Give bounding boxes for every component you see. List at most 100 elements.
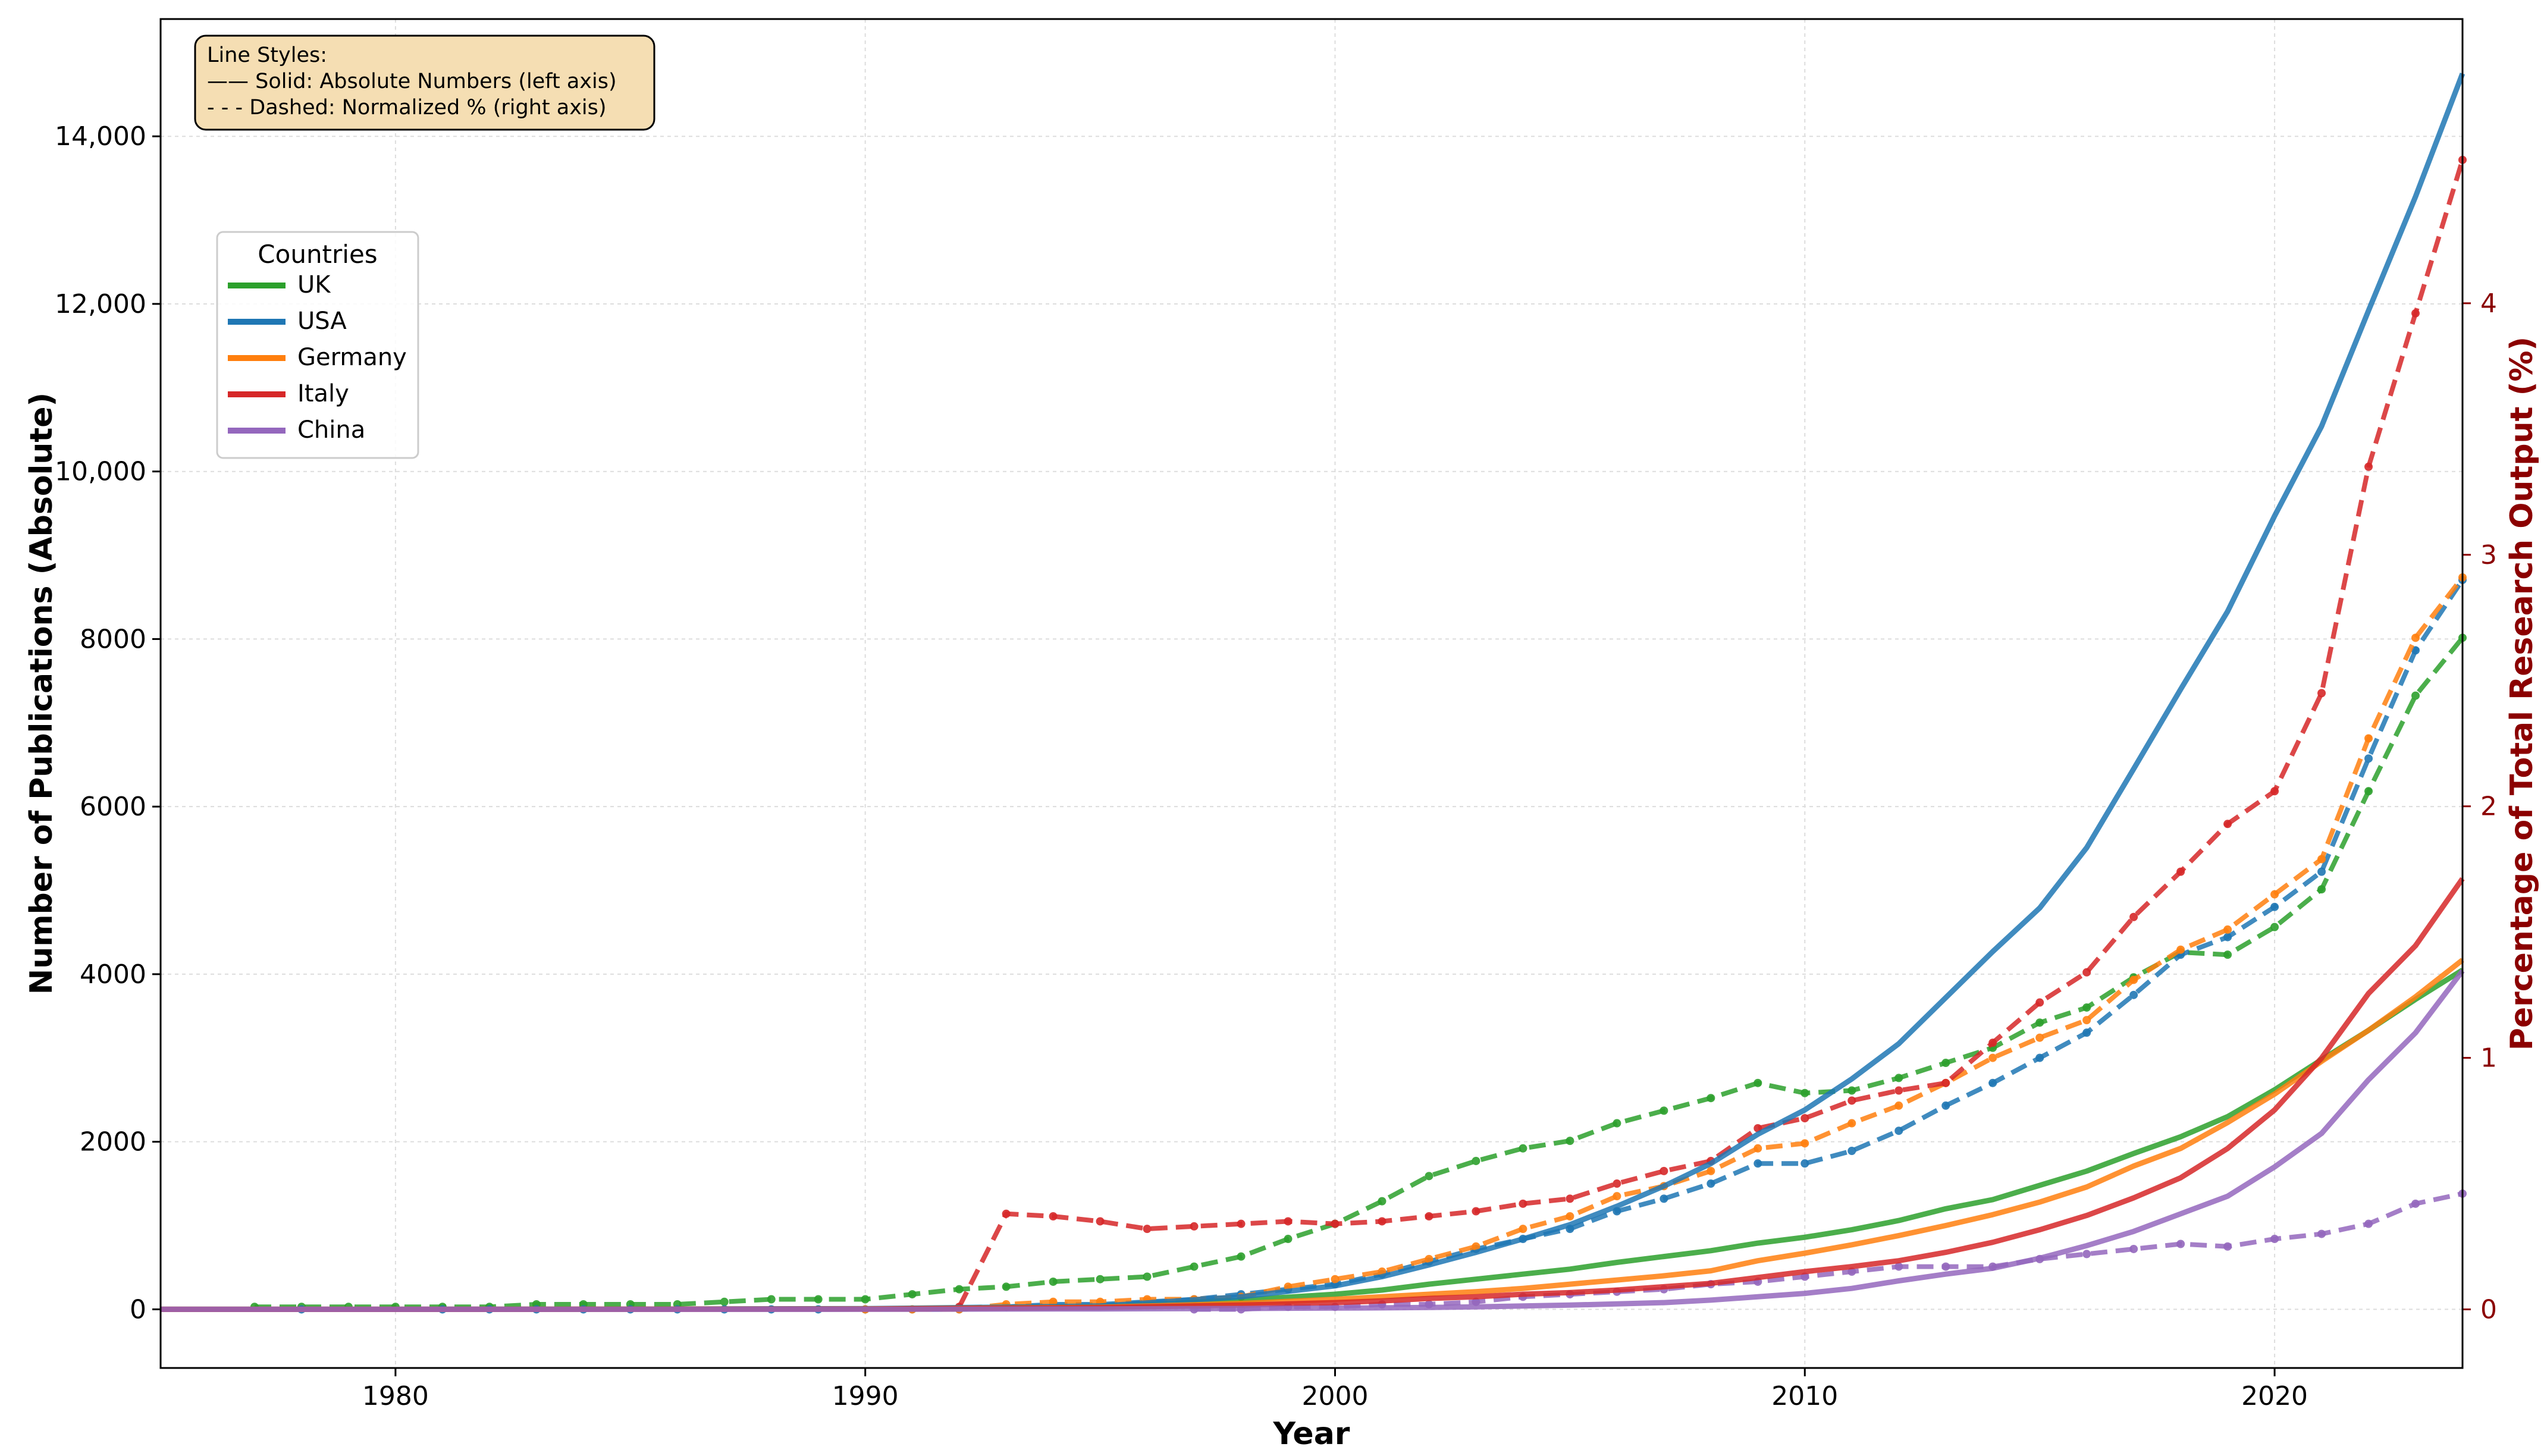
series-uk-percent-point: [2270, 922, 2279, 931]
grid-layer: [161, 19, 2463, 1368]
series-uk-percent-point: [1660, 1106, 1668, 1115]
series-uk-percent-point: [1049, 1277, 1058, 1286]
series-china-percent-point: [2411, 1199, 2420, 1208]
line-styles-note-dashed: - - - Dashed: Normalized % (right axis): [207, 96, 607, 120]
series-italy-percent-point: [1613, 1179, 1621, 1188]
series-germany-percent-point: [1847, 1119, 1856, 1128]
series-italy-percent-line: [957, 159, 2465, 1308]
series-italy-percent-point: [1378, 1217, 1387, 1226]
series-uk-percent-point: [720, 1297, 729, 1306]
series-usa-percent-point: [2035, 1053, 2044, 1062]
y-right-tick-label: 2: [2480, 792, 2497, 822]
legend-label-italy: Italy: [297, 380, 349, 407]
series-china-percent-point: [2270, 1235, 2279, 1244]
y-axis-right-title: Percentage of Total Research Output (%): [2504, 337, 2540, 1050]
y-left-tick-label: 0: [130, 1294, 146, 1325]
series-usa-percent-point: [2129, 990, 2138, 999]
series-usa-percent-point: [1753, 1159, 1762, 1168]
series-germany-percent-point: [1519, 1225, 1527, 1234]
legend: Countries UK USA Germany Italy China: [216, 231, 419, 459]
series-uk-percent-point: [814, 1295, 823, 1304]
x-tick-label: 2010: [1771, 1381, 1838, 1411]
series-italy-absolute-line: [161, 877, 2465, 1312]
x-tick-label: 1990: [832, 1381, 899, 1411]
y-left-tick-label: 4000: [80, 959, 146, 990]
series-uk-percent-point: [1941, 1059, 1950, 1068]
series-uk-percent-point: [1190, 1262, 1199, 1271]
y-right-tick-label: 4: [2480, 288, 2497, 319]
series-usa-percent-point: [2223, 933, 2232, 942]
x-tick-label: 2000: [1301, 1381, 1368, 1411]
series-uk-percent-point: [1800, 1088, 1809, 1097]
series-italy-percent-point: [1519, 1199, 1527, 1208]
series-usa-percent-point: [1894, 1126, 1903, 1135]
series-usa-percent-point: [2082, 1028, 2091, 1037]
series-uk-percent-point: [1143, 1272, 1152, 1281]
y-right-tick-label: 0: [2480, 1294, 2497, 1325]
series-uk-percent-point: [767, 1295, 776, 1304]
series-china-percent-point: [1894, 1262, 1903, 1271]
series-germany-percent-point: [1894, 1101, 1903, 1110]
series-uk-percent-point: [1753, 1078, 1762, 1087]
series-usa-percent-point: [1800, 1159, 1809, 1168]
series-italy-percent-point: [2176, 867, 2185, 876]
series-uk-percent-point: [1002, 1282, 1011, 1291]
x-tick-label: 2020: [2241, 1381, 2308, 1411]
series-germany-percent-point: [1425, 1254, 1433, 1263]
series-uk-percent-point: [1378, 1197, 1387, 1206]
line-styles-note-title: Line Styles:: [207, 43, 327, 67]
series-uk-absolute-line: [161, 968, 2464, 1312]
absolute-number-lines: [161, 72, 2465, 1312]
series-uk-percent-point: [1894, 1074, 1903, 1082]
series-uk-percent-point: [2082, 1003, 2091, 1012]
series-china-percent-point: [1941, 1262, 1950, 1271]
series-china-percent-point: [2364, 1219, 2373, 1228]
series-usa-percent-point: [2317, 867, 2326, 876]
x-tick-label: 1980: [362, 1381, 429, 1411]
series-italy-percent-point: [1002, 1209, 1011, 1218]
series-uk-percent-point: [1472, 1156, 1480, 1165]
series-italy-percent-point: [1800, 1114, 1809, 1123]
y-left-tick-label: 6000: [80, 792, 146, 822]
series-china-percent-point: [2176, 1240, 2185, 1248]
y-left-tick-label: 14,000: [55, 121, 146, 152]
series-china-percent-point: [1800, 1272, 1809, 1281]
series-italy-percent-point: [2129, 912, 2138, 921]
series-italy-percent-point: [1237, 1219, 1246, 1228]
y-right-tick-label: 1: [2480, 1043, 2497, 1074]
series-italy-percent-point: [1472, 1207, 1480, 1216]
series-china-percent-point: [2129, 1244, 2138, 1253]
series-uk-percent-point: [1613, 1119, 1621, 1128]
series-uk-percent-point: [1847, 1086, 1856, 1095]
series-uk-percent-point: [2223, 950, 2232, 959]
normalized-percent-lines: [250, 155, 2467, 1314]
series-germany-percent-point: [1800, 1139, 1809, 1148]
series-italy-percent-point: [2411, 309, 2420, 318]
series-uk-percent-point: [2364, 787, 2373, 796]
series-germany-absolute-line: [161, 958, 2464, 1312]
series-italy-percent-point: [1988, 1038, 1997, 1047]
series-usa-percent-point: [1660, 1194, 1668, 1203]
series-uk-percent-point: [955, 1285, 964, 1294]
series-china-percent-point: [2082, 1250, 2091, 1259]
series-uk-percent-point: [1237, 1252, 1246, 1261]
y-axis-left-title: Number of Publications (Absolute): [24, 393, 59, 994]
series-uk-percent-point: [861, 1295, 870, 1304]
series-italy-percent-point: [2082, 968, 2091, 977]
series-italy-percent-point: [2223, 820, 2232, 829]
series-uk-percent-point: [1096, 1275, 1105, 1284]
series-uk-percent-point: [1284, 1235, 1293, 1244]
series-germany-percent-point: [2317, 855, 2326, 864]
legend-title: Countries: [258, 240, 377, 269]
series-germany-percent-point: [2129, 975, 2138, 984]
axis-ticks: 1980 1990 2000 2010 2020 0 2000 4000 6000 8000 10,…: [55, 121, 2497, 1411]
plot-frame: [159, 18, 2464, 1369]
series-italy-percent-point: [1049, 1212, 1058, 1220]
series-uk-percent-point: [2317, 885, 2326, 894]
series-usa-percent-point: [1847, 1147, 1856, 1156]
series-italy-percent-point: [1096, 1217, 1105, 1226]
series-china-percent-point: [2223, 1242, 2232, 1251]
series-usa-percent-point: [1988, 1078, 1997, 1087]
series-italy-percent-point: [1660, 1166, 1668, 1175]
series-usa-percent-point: [2270, 902, 2279, 911]
